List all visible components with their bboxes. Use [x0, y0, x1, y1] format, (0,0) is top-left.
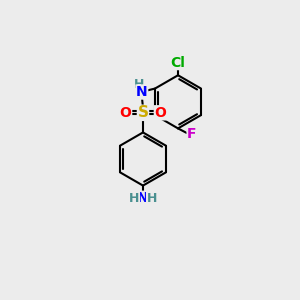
- Text: H: H: [129, 192, 140, 205]
- Text: O: O: [154, 106, 166, 120]
- Text: F: F: [187, 127, 196, 141]
- Text: Cl: Cl: [171, 56, 185, 70]
- Text: N: N: [136, 85, 148, 99]
- Text: H: H: [147, 192, 157, 205]
- Text: H: H: [134, 78, 144, 91]
- Text: O: O: [120, 106, 132, 120]
- Text: N: N: [137, 191, 149, 205]
- Text: S: S: [137, 105, 148, 120]
